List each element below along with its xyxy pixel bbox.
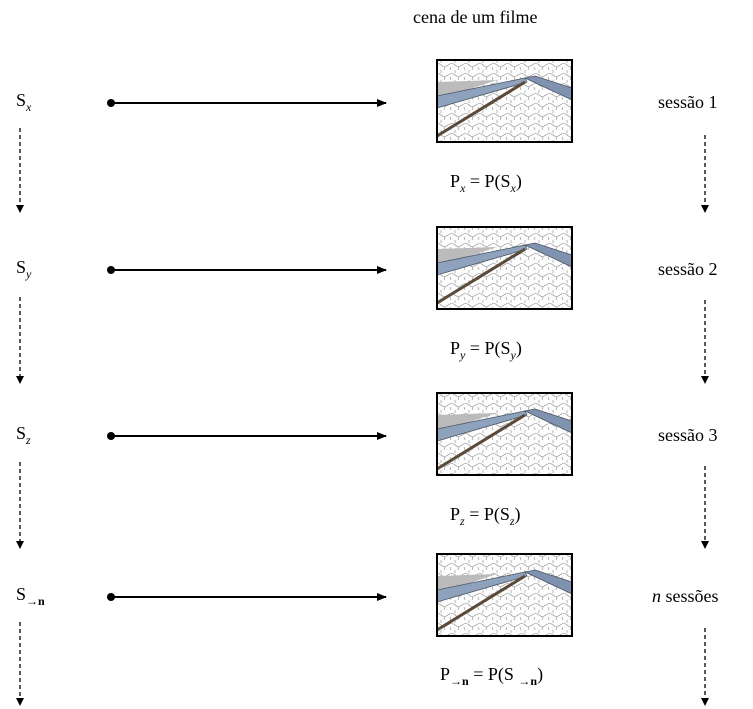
subscript: y xyxy=(510,348,516,362)
subscript: x xyxy=(510,181,516,195)
text-part: P xyxy=(450,171,461,191)
text-part: S xyxy=(16,584,27,604)
text-part: P xyxy=(450,338,461,358)
subscript: →n xyxy=(26,594,45,608)
text-part: P xyxy=(440,664,451,684)
text-part: ) xyxy=(514,504,521,524)
session-var: n xyxy=(652,586,661,606)
title: cena de um filme xyxy=(413,7,538,27)
session-text: sessão 2 xyxy=(658,259,718,279)
subscript: x xyxy=(460,181,466,195)
state-label: Sz xyxy=(16,423,31,446)
text-part: S xyxy=(16,257,27,277)
text-part: ) xyxy=(537,664,544,684)
session-label: sessão 2 xyxy=(658,260,718,278)
session-text: sessão 1 xyxy=(658,92,718,112)
session-label: n sessões xyxy=(652,587,719,605)
subscript: z xyxy=(460,514,465,528)
scene-edge xyxy=(436,247,526,305)
formula: Pz = P(Sz) xyxy=(450,504,521,527)
text-part: = P(S xyxy=(464,504,510,524)
text-part: ) xyxy=(515,171,522,191)
scene-edge xyxy=(436,574,526,632)
state-label: Sx xyxy=(16,90,31,113)
scene-frame xyxy=(436,392,573,476)
formula: P→n = P(S →n) xyxy=(440,664,544,687)
subscript: y xyxy=(460,348,466,362)
subscript: →n xyxy=(450,674,469,688)
subscript: →n xyxy=(518,674,538,688)
text-part: ) xyxy=(515,338,522,358)
session-label: sessão 3 xyxy=(658,426,718,444)
subscript: x xyxy=(26,100,32,114)
session-text: sessão 3 xyxy=(658,425,718,445)
formula: Py = P(Sy) xyxy=(450,338,522,361)
scene-edge xyxy=(436,80,526,138)
text-part: = P(S xyxy=(468,664,519,684)
state-label: S→n xyxy=(16,584,45,607)
session-text: sessões xyxy=(665,586,719,606)
text-part: = P(S xyxy=(465,338,511,358)
text-part: P xyxy=(450,504,461,524)
session-label: sessão 1 xyxy=(658,93,718,111)
state-label: Sy xyxy=(16,257,31,280)
text-part: S xyxy=(16,90,27,110)
text-part: S xyxy=(16,423,27,443)
scene-frame xyxy=(436,59,573,143)
formula: Px = P(Sx) xyxy=(450,171,522,194)
scene-frame xyxy=(436,553,573,637)
subscript: z xyxy=(509,514,515,528)
subscript: z xyxy=(26,433,31,447)
text-part: = P(S xyxy=(465,171,511,191)
scene-frame xyxy=(436,226,573,310)
scene-edge xyxy=(436,413,526,471)
subscript: y xyxy=(26,267,32,281)
